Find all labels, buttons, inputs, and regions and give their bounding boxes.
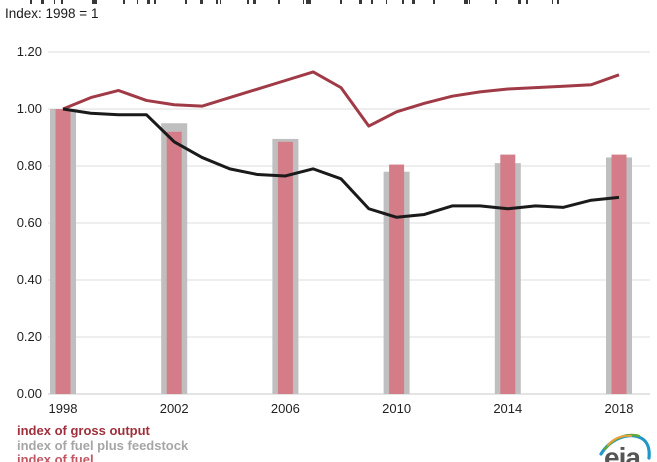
legend-item-fuel-plus-feedstock: index of fuel plus feedstock (17, 437, 189, 453)
x-tick-label: 2014 (493, 401, 523, 416)
fuel-bar (500, 154, 516, 394)
y-tick-label: 1.00 (16, 101, 42, 116)
legend-item-gross-output: index of gross output (17, 423, 150, 438)
y-tick-label: 0.00 (16, 386, 42, 401)
x-tick-label: 2006 (270, 401, 300, 416)
fuel-bar (166, 131, 182, 395)
y-tick-label: 1.20 (16, 44, 42, 59)
x-tick-label: 1998 (48, 401, 78, 416)
x-tick-label: 2010 (382, 401, 412, 416)
chart-legend: index of gross output index of fuel plus… (17, 423, 189, 462)
x-tick-label: 2002 (159, 401, 189, 416)
fuel-bar (389, 164, 405, 394)
eia-logo: eia (599, 433, 651, 462)
eia-logo-yellow-arc (607, 434, 632, 446)
gross-output-line (62, 70, 620, 128)
y-tick-label: 0.80 (16, 158, 42, 173)
fuel-bar (611, 154, 627, 394)
eia-logo-text: eia (604, 442, 641, 462)
legend-item-fuel: index of fuel (17, 452, 94, 462)
black-line (62, 107, 620, 219)
chart-subtitle: Index: 1998 = 1 (5, 6, 99, 21)
fuel-bar (277, 141, 293, 394)
clipped-title-fragments (30, 0, 565, 4)
y-tick-label: 0.60 (16, 215, 42, 230)
x-tick-label: 2018 (604, 401, 634, 416)
y-tick-label: 0.40 (16, 272, 42, 287)
fuel-bar (55, 109, 71, 394)
y-tick-label: 0.20 (16, 329, 42, 344)
